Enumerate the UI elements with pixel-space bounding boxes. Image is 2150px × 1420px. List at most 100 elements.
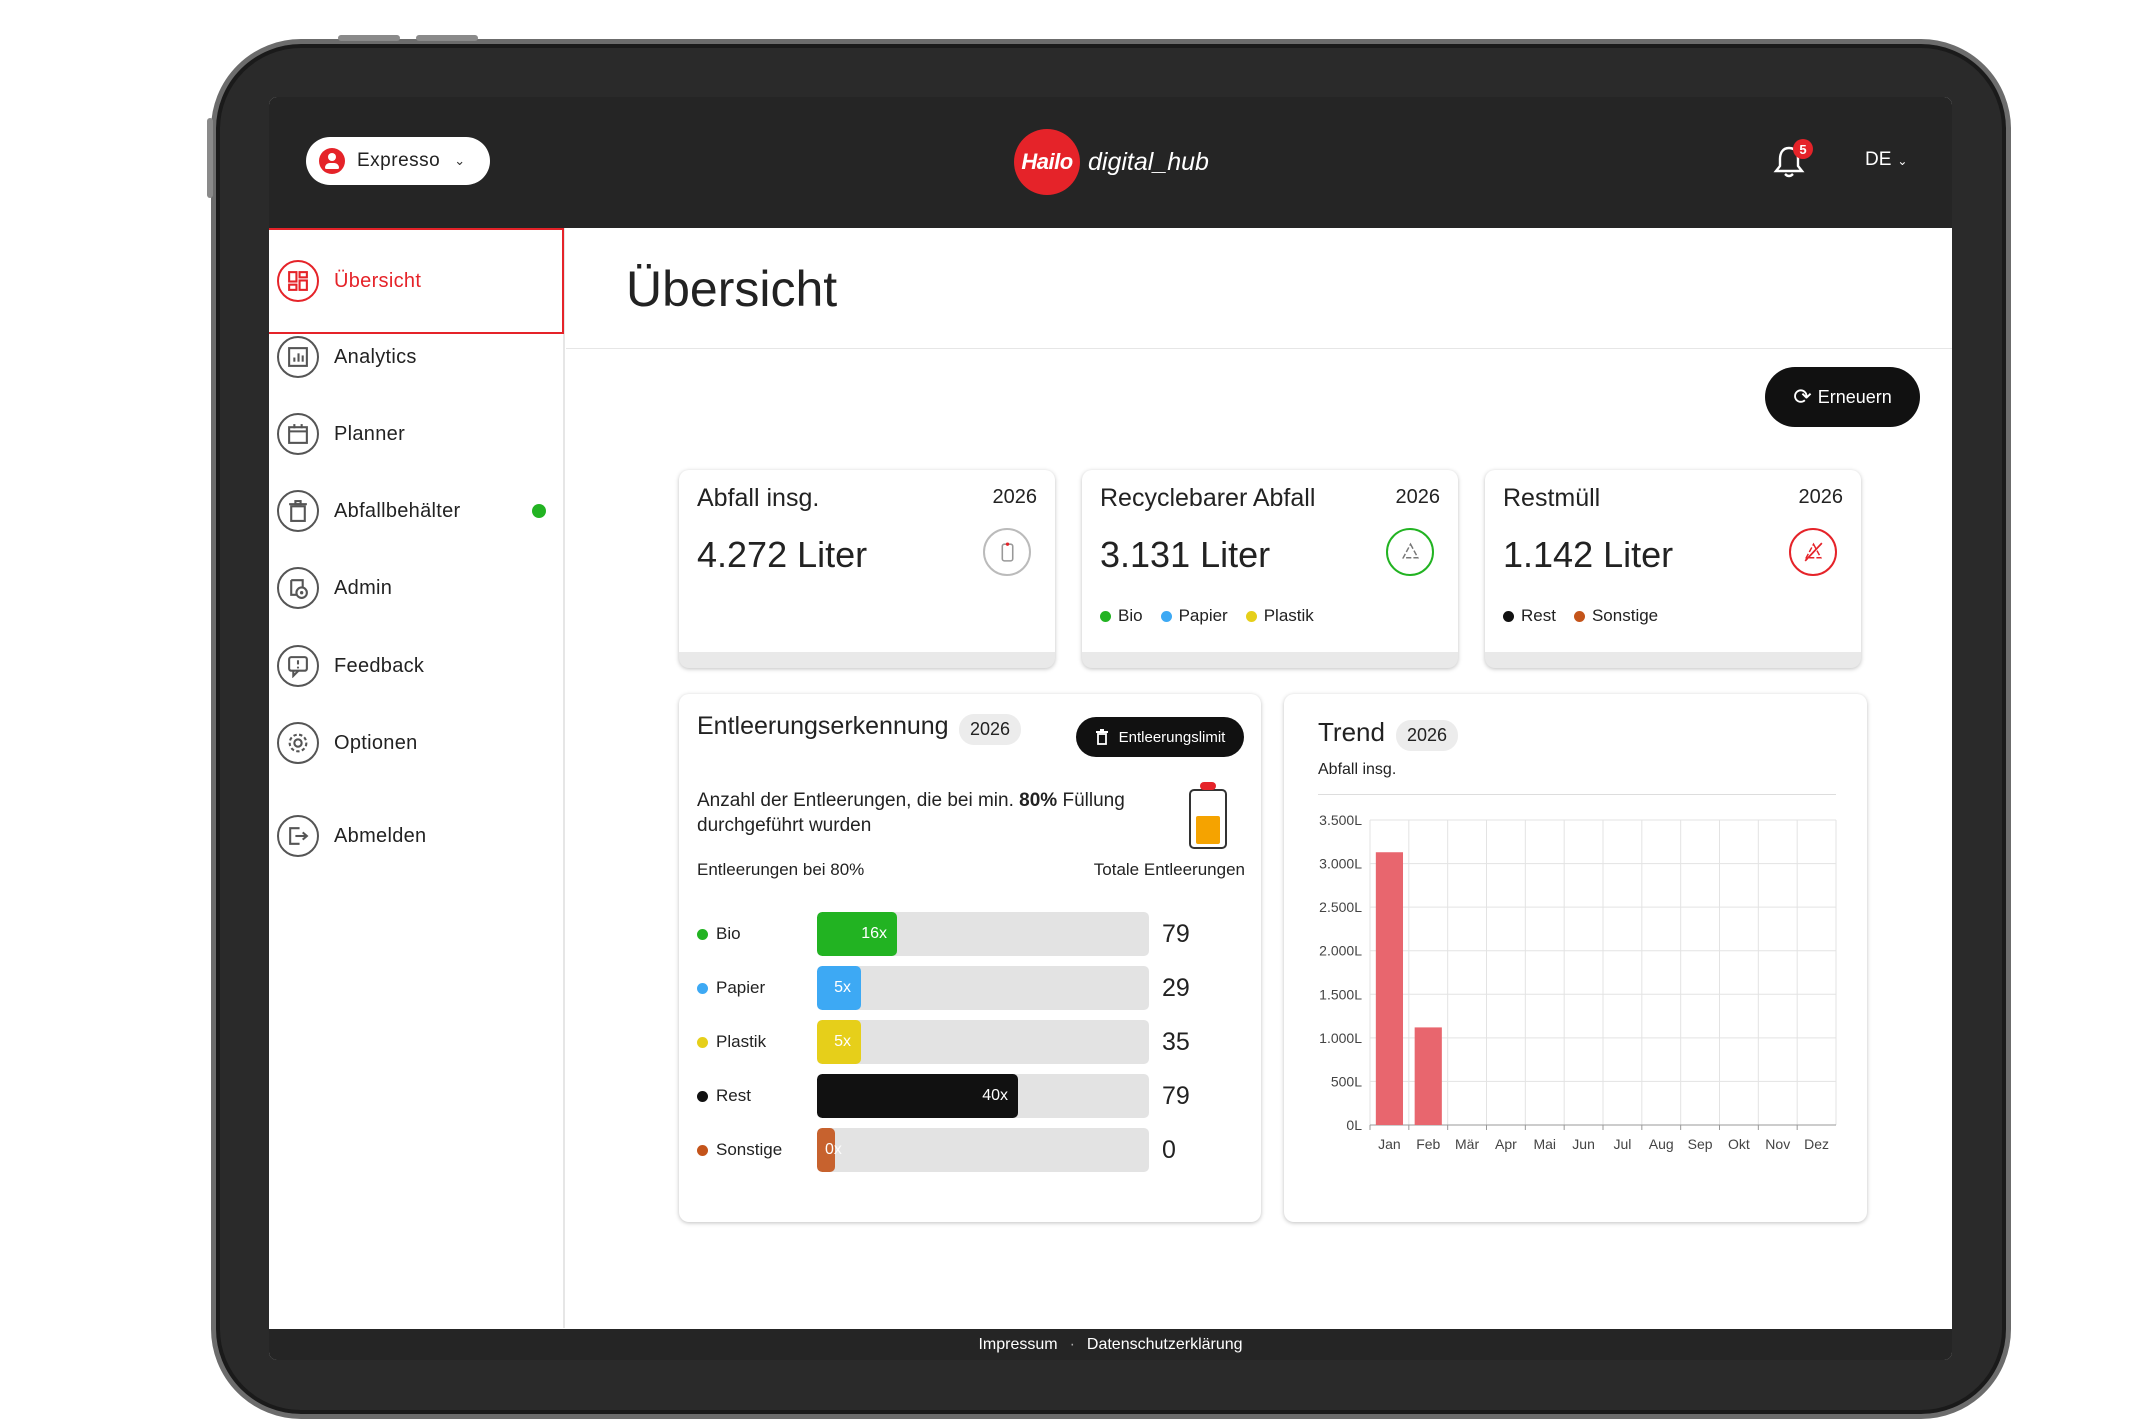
x-tick-label: Nov <box>1765 1136 1790 1152</box>
y-tick-label: 3.000L <box>1319 856 1362 872</box>
description-bold: 80% <box>1019 790 1058 811</box>
stat-title: Recyclebarer Abfall <box>1100 484 1316 512</box>
legend-label: Bio <box>1118 606 1143 625</box>
emptying-limit-button[interactable]: Entleerungslimit <box>1076 717 1244 757</box>
y-tick-label: 2.000L <box>1319 943 1362 959</box>
emptying-detection-card: Entleerungserkennung 2026 Entleerungslim… <box>679 694 1261 1222</box>
trend-bar <box>1375 852 1404 1125</box>
sidebar-item-label: Abmelden <box>334 824 427 847</box>
impressum-link[interactable]: Impressum <box>978 1335 1058 1353</box>
page-title: Übersicht <box>626 261 838 317</box>
x-tick-label: Okt <box>1728 1136 1750 1152</box>
language-selector[interactable]: DE ⌄ <box>1865 149 1907 171</box>
refresh-icon: ⟳ <box>1793 384 1812 409</box>
sidebar-item-admin[interactable]: Admin <box>269 535 564 641</box>
emptying-row-label: Papier <box>697 978 765 998</box>
sidebar-item-optionen[interactable]: Optionen <box>269 690 564 796</box>
sidebar-item-label: Abfallbehälter <box>334 499 461 522</box>
sidebar-item-label: Optionen <box>334 731 418 754</box>
sidebar-item-übersicht[interactable]: Übersicht <box>269 228 564 334</box>
y-tick-label: 2.500L <box>1319 899 1362 915</box>
notification-badge: 5 <box>1793 139 1813 159</box>
legend-label: Sonstige <box>1591 606 1659 625</box>
legend-dot <box>697 1090 708 1102</box>
emptying-row-label: Plastik <box>697 1032 766 1052</box>
category-label: Papier <box>716 978 766 997</box>
logo-badge: Hailo <box>1014 129 1080 195</box>
y-tick-label: 0L <box>1346 1117 1362 1133</box>
emptying-bar-track: 5x <box>817 1020 1149 1064</box>
category-label: Sonstige <box>716 1140 783 1159</box>
logout-icon <box>277 815 319 857</box>
legend-item: Bio <box>1100 606 1143 626</box>
privacy-link[interactable]: Datenschutzerklärung <box>1086 1335 1243 1353</box>
legend-dot <box>1100 610 1111 622</box>
app-screen: Expresso ⌄ Hailo digital_hub 5 DE ⌄ Übers… <box>269 97 1952 1360</box>
trend-chart: 0L 500L 1.000L 1.500L 2.000L 2.500L 3.000L 3.50… <box>1319 812 1837 1152</box>
emptying-total: 35 <box>1162 1028 1190 1056</box>
stat-card: Abfall insg. 2026 4.272 Liter <box>679 470 1055 668</box>
stat-value: 3.131 Liter <box>1100 534 1271 575</box>
stat-value: 1.142 Liter <box>1503 534 1674 575</box>
refresh-label: Erneuern <box>1817 386 1892 407</box>
description-text: Anzahl der Entleerungen, die bei min. <box>697 790 1020 811</box>
emptying-total: 79 <box>1162 920 1190 948</box>
x-tick-label: Sep <box>1688 1136 1713 1152</box>
user-menu-button[interactable]: Expresso ⌄ <box>306 137 490 185</box>
sidebar-item-abfallbehälter[interactable]: Abfallbehälter <box>269 458 564 564</box>
page-header: Übersicht <box>566 228 1952 349</box>
legend-dot <box>1160 610 1172 622</box>
emptying-count: 5x <box>834 1033 851 1050</box>
emptying-description: Anzahl der Entleerungen, die bei min. 80… <box>697 788 1157 838</box>
emptying-bar-fill: 16x <box>817 912 897 956</box>
category-label: Plastik <box>716 1032 767 1051</box>
sidebar-item-analytics[interactable]: Analytics <box>269 304 564 410</box>
emptying-total: 79 <box>1162 1082 1190 1110</box>
sidebar-item-planner[interactable]: Planner <box>269 381 564 487</box>
emptying-count: 16x <box>861 925 887 942</box>
stat-title: Abfall insg. <box>697 484 820 512</box>
emptying-80-caption: Entleerungen bei 80% <box>697 860 865 879</box>
total-emptying-caption: Totale Entleerungen <box>1093 860 1245 879</box>
notifications-button[interactable]: 5 <box>1773 139 1813 179</box>
sidebar-item-feedback[interactable]: Feedback <box>269 613 564 719</box>
emptying-row: Rest 40x 79 <box>679 1074 1261 1118</box>
sidebar: Übersicht Analytics Planner Abfallbehälter A… <box>269 228 565 1328</box>
emptying-bar-track: 40x <box>817 1074 1149 1118</box>
x-tick-label: Dez <box>1804 1136 1829 1152</box>
sidebar-item-abmelden[interactable]: Abmelden <box>269 783 564 889</box>
y-tick-label: 1.500L <box>1319 986 1362 1002</box>
sidebar-item-label: Feedback <box>334 654 425 677</box>
stat-title: Restmüll <box>1503 484 1601 512</box>
refresh-button[interactable]: ⟳ Erneuern <box>1765 367 1920 427</box>
footer: Impressum · Datenschutzerklärung <box>269 1329 1952 1360</box>
legend-label: Rest <box>1521 606 1556 625</box>
description-suffix: Füllung durchgeführt wurden <box>697 790 1125 836</box>
no-recycle-icon <box>1789 528 1837 576</box>
emptying-row: Plastik 5x 35 <box>679 1020 1261 1064</box>
trend-card: Trend 2026 Abfall insg. 0L 500L 1.000L 1.50… <box>1284 694 1867 1222</box>
emptying-title: Entleerungserkennung <box>697 712 949 740</box>
admin-icon <box>277 567 319 609</box>
logo-text: digital_hub <box>1088 147 1209 176</box>
stat-year: 2026 <box>1395 486 1441 508</box>
user-icon <box>319 148 345 174</box>
trend-subtitle: Abfall insg. <box>1318 761 1397 778</box>
stat-card: Recyclebarer Abfall 2026 3.131 Liter Bio… <box>1082 470 1458 668</box>
emptying-row-label: Sonstige <box>697 1140 782 1160</box>
calendar-icon <box>277 413 319 455</box>
x-tick-label: Mär <box>1455 1136 1479 1152</box>
tablet-top-button-2 <box>416 35 478 41</box>
legend-dot <box>697 1144 708 1156</box>
y-tick-label: 3.500L <box>1319 812 1362 828</box>
emptying-row-label: Bio <box>697 924 741 944</box>
feedback-icon <box>277 645 319 687</box>
stat-legend: Rest Sonstige <box>1503 606 1658 626</box>
language-label: DE <box>1865 149 1892 170</box>
sidebar-item-label: Admin <box>334 576 393 599</box>
stat-year: 2026 <box>1798 486 1844 508</box>
legend-item: Rest <box>1503 606 1556 626</box>
x-tick-label: Apr <box>1495 1136 1517 1152</box>
logo: Hailo digital_hub <box>1014 129 1209 195</box>
sidebar-item-label: Übersicht <box>334 269 422 292</box>
